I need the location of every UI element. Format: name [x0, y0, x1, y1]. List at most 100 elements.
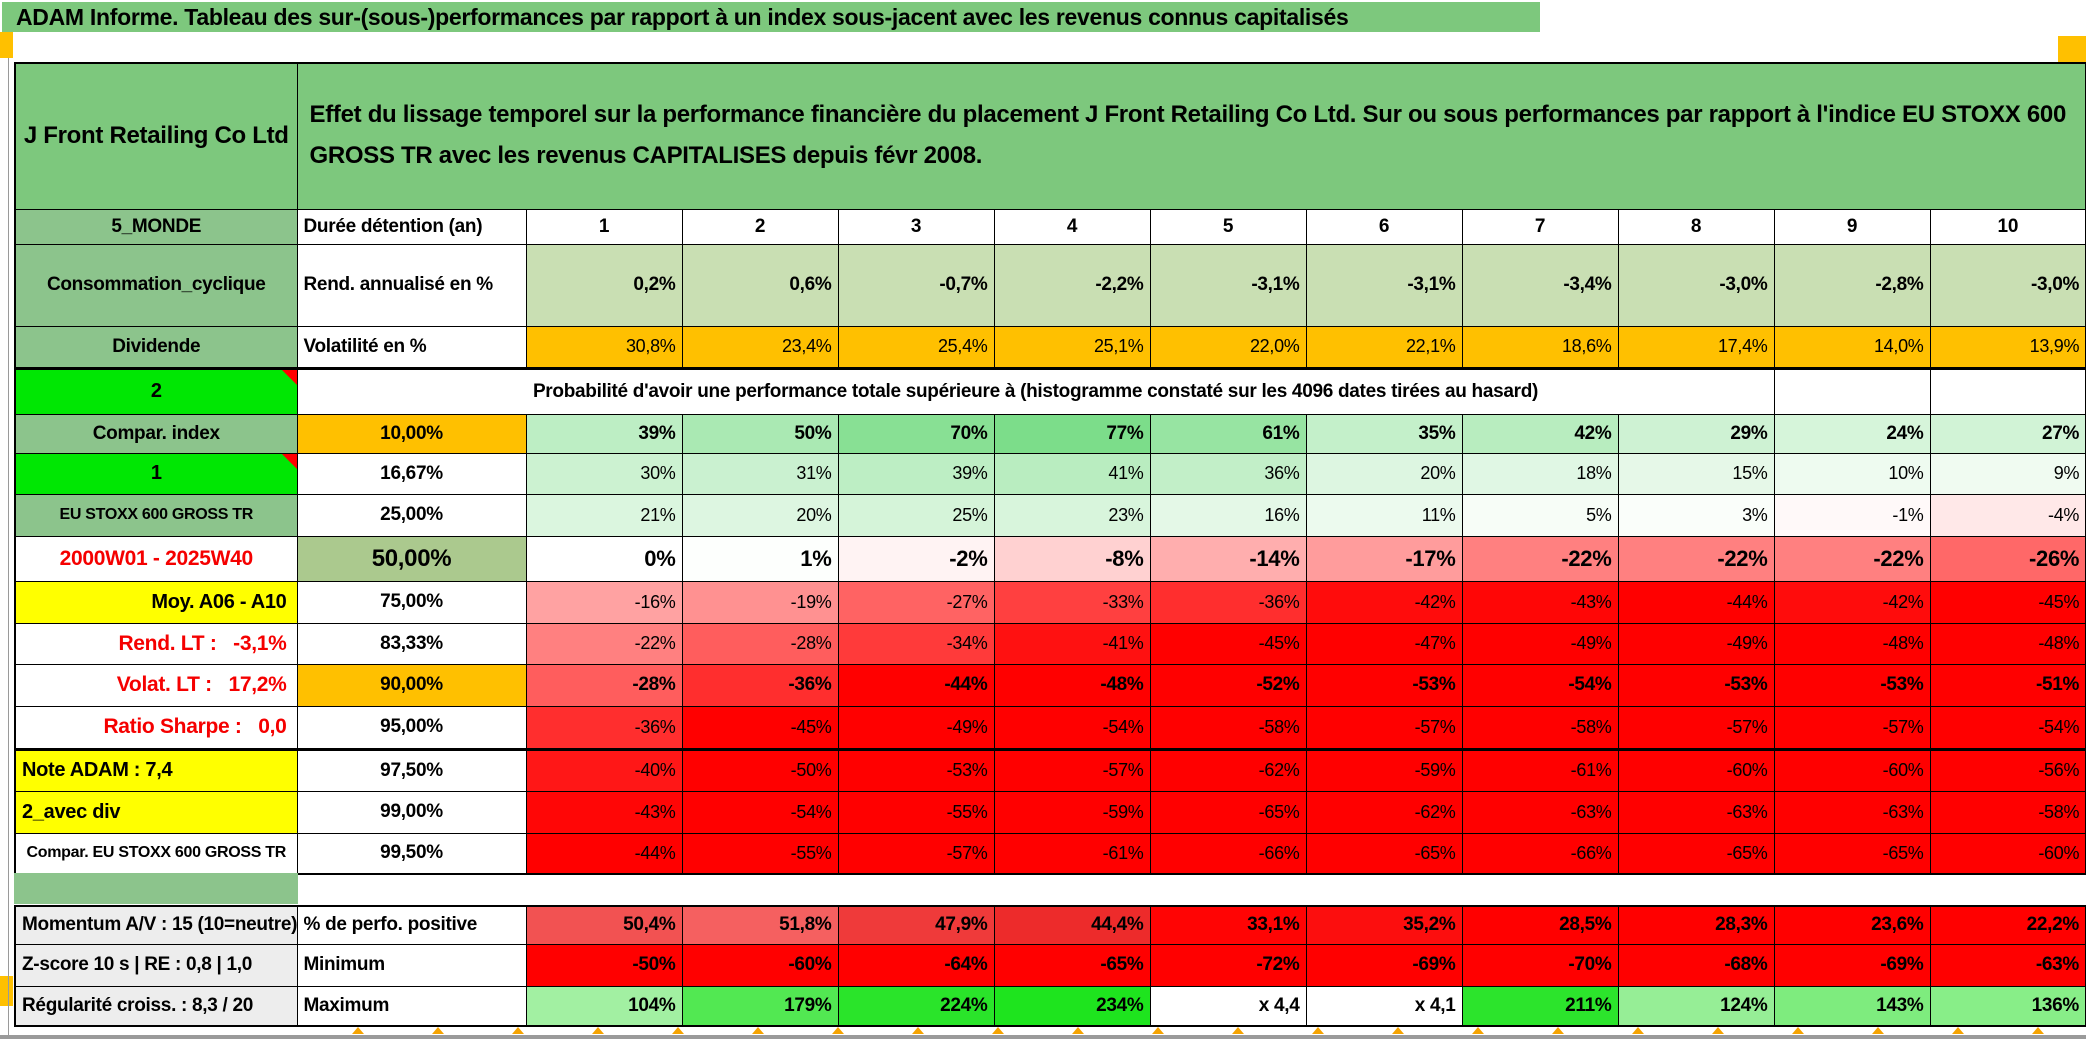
summary-value-cell[interactable]: 104%	[525, 985, 683, 1027]
summary-value-cell[interactable]: x 4,4	[1149, 985, 1307, 1027]
summary-value-cell[interactable]: -72%	[1149, 943, 1307, 987]
probability-value-cell[interactable]: 24%	[1773, 413, 1931, 454]
probability-value-cell[interactable]: -58%	[1461, 705, 1619, 751]
green-separator-cell[interactable]	[14, 873, 298, 904]
probability-value-cell[interactable]: -65%	[1617, 832, 1775, 875]
probability-value-cell[interactable]: -63%	[1617, 790, 1775, 834]
probability-value-cell[interactable]: -45%	[681, 705, 839, 751]
probability-value-cell[interactable]: -57%	[1617, 705, 1775, 751]
row-label[interactable]: Note ADAM : 7,4	[14, 748, 298, 792]
row-label[interactable]: Moy. A06 - A10	[14, 580, 298, 624]
probability-value-cell[interactable]: 21%	[525, 493, 683, 537]
probability-value-cell[interactable]: 20%	[681, 493, 839, 537]
row-label[interactable]: 1	[14, 452, 298, 495]
value-cell[interactable]: 13,9%	[1929, 325, 2086, 370]
sheet-title-banner[interactable]: ADAM Informe. Tableau des sur-(sous-)per…	[2, 2, 1540, 32]
probability-value-cell[interactable]: -53%	[1773, 663, 1931, 707]
probability-value-cell[interactable]: -22%	[525, 622, 683, 665]
row-label[interactable]: 2000W01 - 2025W40	[14, 535, 298, 582]
value-cell[interactable]: 25,1%	[993, 325, 1151, 370]
summary-value-cell[interactable]: 136%	[1929, 985, 2086, 1027]
summary-value-cell[interactable]: 143%	[1773, 985, 1931, 1027]
probability-value-cell[interactable]: -17%	[1305, 535, 1463, 582]
probability-value-cell[interactable]: -44%	[837, 663, 995, 707]
row-label-sector[interactable]: 5_MONDE	[14, 208, 298, 245]
probability-value-cell[interactable]: -54%	[1461, 663, 1619, 707]
value-cell[interactable]: 0,2%	[525, 243, 683, 327]
probability-value-cell[interactable]: -61%	[993, 832, 1151, 875]
col-header-6[interactable]: 6	[1305, 208, 1463, 245]
probability-value-cell[interactable]: -55%	[837, 790, 995, 834]
probability-value-cell[interactable]: -26%	[1929, 535, 2086, 582]
col-header-3[interactable]: 3	[837, 208, 995, 245]
probability-value-cell[interactable]: -66%	[1149, 832, 1307, 875]
probability-value-cell[interactable]: -42%	[1305, 580, 1463, 624]
probability-value-cell[interactable]: -2%	[837, 535, 995, 582]
probability-value-cell[interactable]: 31%	[681, 452, 839, 495]
summary-value-cell[interactable]: 33,1%	[1149, 905, 1307, 945]
value-cell[interactable]: 18,6%	[1461, 325, 1619, 370]
threshold-cell[interactable]: 83,33%	[296, 622, 527, 665]
summary-value-cell[interactable]: 28,5%	[1461, 905, 1619, 945]
probability-value-cell[interactable]: -27%	[837, 580, 995, 624]
row-label[interactable]: Rend. LT : -3,1%	[14, 622, 298, 665]
summary-value-cell[interactable]: 47,9%	[837, 905, 995, 945]
summary-row-label[interactable]: Z-score 10 s | RE : 0,8 | 1,0	[14, 943, 298, 987]
probability-value-cell[interactable]: -65%	[1149, 790, 1307, 834]
threshold-cell[interactable]: 97,50%	[296, 748, 527, 792]
probability-value-cell[interactable]: -49%	[837, 705, 995, 751]
probability-value-cell[interactable]: 30%	[525, 452, 683, 495]
probability-value-cell[interactable]: -58%	[1929, 790, 2086, 834]
probability-value-cell[interactable]: 25%	[837, 493, 995, 537]
summary-metric-cell[interactable]: Maximum	[296, 985, 527, 1027]
probability-value-cell[interactable]: 0%	[525, 535, 683, 582]
value-cell[interactable]: -3,0%	[1617, 243, 1775, 327]
probability-value-cell[interactable]: -19%	[681, 580, 839, 624]
row-label[interactable]: Consommation_cyclique	[14, 243, 298, 327]
probability-value-cell[interactable]: -61%	[1461, 748, 1619, 792]
probability-value-cell[interactable]: -57%	[993, 748, 1151, 792]
summary-value-cell[interactable]: 23,6%	[1773, 905, 1931, 945]
probability-value-cell[interactable]: -44%	[525, 832, 683, 875]
probability-value-cell[interactable]: 39%	[837, 452, 995, 495]
probability-value-cell[interactable]: -65%	[1305, 832, 1463, 875]
probability-value-cell[interactable]: -45%	[1929, 580, 2086, 624]
col-header-4[interactable]: 4	[993, 208, 1151, 245]
summary-value-cell[interactable]: 50,4%	[525, 905, 683, 945]
probability-value-cell[interactable]: -45%	[1149, 622, 1307, 665]
probability-value-cell[interactable]: -54%	[1929, 705, 2086, 751]
probability-value-cell[interactable]: -63%	[1773, 790, 1931, 834]
summary-value-cell[interactable]: 224%	[837, 985, 995, 1027]
summary-value-cell[interactable]: 179%	[681, 985, 839, 1027]
probability-value-cell[interactable]: -52%	[1149, 663, 1307, 707]
probability-value-cell[interactable]: 5%	[1461, 493, 1619, 537]
summary-value-cell[interactable]: 44,4%	[993, 905, 1151, 945]
value-cell[interactable]: 30,8%	[525, 325, 683, 370]
probability-value-cell[interactable]: -44%	[1617, 580, 1775, 624]
value-cell[interactable]: 14,0%	[1773, 325, 1931, 370]
summary-metric-cell[interactable]: % de perfo. positive	[296, 905, 527, 945]
probability-value-cell[interactable]: -42%	[1773, 580, 1931, 624]
company-cell[interactable]: J Front Retailing Co Ltd	[14, 62, 298, 210]
col-header-5[interactable]: 5	[1149, 208, 1307, 245]
probability-value-cell[interactable]: -22%	[1617, 535, 1775, 582]
summary-value-cell[interactable]: -69%	[1305, 943, 1463, 987]
probability-value-cell[interactable]: -65%	[1773, 832, 1931, 875]
probability-value-cell[interactable]: -36%	[681, 663, 839, 707]
probability-value-cell[interactable]: -62%	[1305, 790, 1463, 834]
threshold-cell[interactable]: 50,00%	[296, 535, 527, 582]
row-label[interactable]: Ratio Sharpe : 0,0	[14, 705, 298, 751]
probability-value-cell[interactable]: -36%	[1149, 580, 1307, 624]
value-cell[interactable]: -3,0%	[1929, 243, 2086, 327]
probability-value-cell[interactable]: 9%	[1929, 452, 2086, 495]
row-label[interactable]: Compar. index	[14, 413, 298, 454]
probability-value-cell[interactable]: -41%	[993, 622, 1151, 665]
summary-value-cell[interactable]: 35,2%	[1305, 905, 1463, 945]
probability-value-cell[interactable]: -56%	[1929, 748, 2086, 792]
summary-value-cell[interactable]: 124%	[1617, 985, 1775, 1027]
probability-value-cell[interactable]: 29%	[1617, 413, 1775, 454]
probability-value-cell[interactable]: 1%	[681, 535, 839, 582]
probability-value-cell[interactable]: 10%	[1773, 452, 1931, 495]
probability-value-cell[interactable]: 27%	[1929, 413, 2086, 454]
probability-value-cell[interactable]: -59%	[993, 790, 1151, 834]
